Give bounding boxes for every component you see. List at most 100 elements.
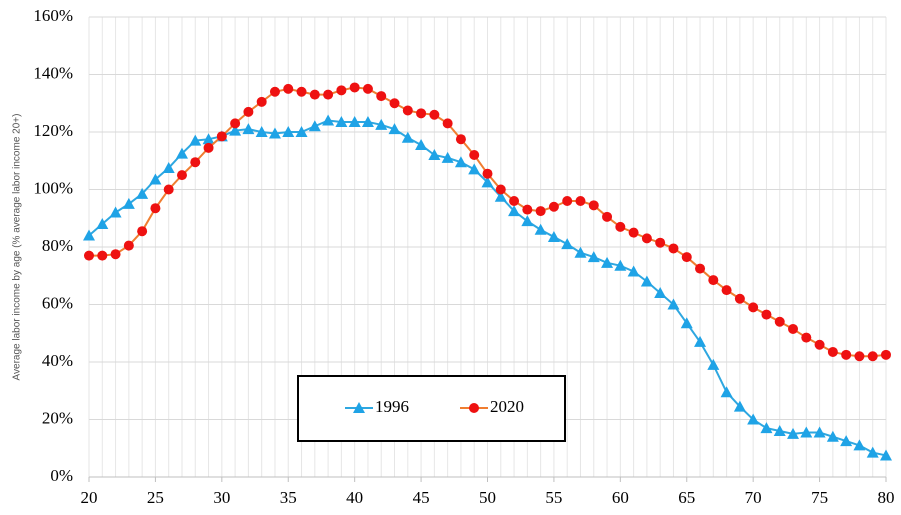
marker: [787, 427, 800, 439]
x-tick-label: 80: [878, 488, 895, 507]
marker: [694, 335, 707, 347]
marker: [109, 206, 122, 218]
marker: [175, 147, 188, 159]
marker: [150, 203, 161, 214]
marker: [495, 184, 506, 195]
marker: [800, 426, 813, 438]
marker: [813, 426, 826, 438]
marker: [163, 184, 174, 195]
x-tick-label: 25: [147, 488, 164, 507]
marker: [415, 138, 428, 150]
marker: [230, 118, 241, 129]
marker: [640, 275, 653, 287]
legend-label: 2020: [490, 397, 524, 416]
marker: [734, 293, 745, 304]
marker: [229, 124, 242, 136]
marker: [361, 115, 374, 127]
marker: [760, 422, 773, 434]
marker: [547, 230, 560, 242]
x-tick-label: 65: [678, 488, 695, 507]
y-axis-label: Average labor income by age (% average l…: [12, 114, 23, 381]
marker: [269, 86, 280, 97]
marker: [389, 98, 400, 109]
marker: [881, 349, 891, 360]
marker: [761, 309, 772, 320]
y-tick-label: 40%: [42, 351, 73, 370]
y-tick-label: 0%: [50, 466, 73, 485]
marker: [296, 86, 307, 97]
marker: [401, 131, 414, 143]
marker: [348, 115, 361, 127]
marker: [243, 106, 254, 117]
marker: [841, 349, 852, 360]
marker: [695, 263, 706, 274]
x-tick-label: 40: [346, 488, 363, 507]
marker: [575, 196, 586, 206]
marker: [854, 351, 865, 362]
y-tick-label: 120%: [33, 121, 73, 140]
x-tick-label: 50: [479, 488, 496, 507]
legend-marker: [353, 402, 365, 413]
marker: [720, 386, 733, 398]
marker: [481, 176, 494, 188]
marker: [561, 238, 574, 250]
marker: [708, 275, 719, 286]
marker: [801, 332, 812, 343]
marker: [814, 339, 825, 350]
marker: [84, 250, 94, 261]
marker: [866, 446, 879, 458]
marker: [853, 439, 866, 451]
marker: [388, 123, 401, 135]
marker: [707, 358, 720, 370]
marker: [308, 120, 321, 132]
marker: [216, 131, 227, 142]
marker: [189, 134, 202, 146]
y-tick-label: 100%: [33, 178, 73, 197]
marker: [469, 150, 480, 160]
marker: [788, 323, 799, 334]
marker: [733, 400, 746, 412]
marker: [83, 229, 95, 241]
marker: [190, 157, 201, 168]
marker: [97, 250, 108, 261]
y-tick-label: 80%: [42, 236, 73, 255]
marker: [721, 285, 732, 296]
marker: [309, 89, 320, 100]
x-tick-label: 60: [612, 488, 629, 507]
marker: [667, 298, 680, 310]
x-tick-label: 20: [81, 488, 98, 507]
x-tick-label: 70: [745, 488, 762, 507]
marker: [96, 218, 109, 229]
marker: [123, 240, 134, 251]
marker: [548, 201, 559, 212]
marker: [429, 109, 440, 120]
marker: [654, 287, 667, 298]
marker: [562, 196, 573, 206]
marker: [176, 170, 187, 181]
marker: [509, 196, 520, 206]
marker: [641, 233, 652, 244]
marker: [122, 197, 135, 209]
marker: [522, 204, 533, 215]
marker: [880, 449, 892, 461]
marker: [442, 118, 453, 129]
marker: [587, 251, 600, 263]
marker: [455, 134, 466, 145]
marker: [535, 206, 546, 217]
marker: [867, 351, 878, 362]
marker: [534, 223, 547, 235]
marker: [521, 215, 534, 227]
marker: [242, 123, 255, 135]
marker: [202, 133, 215, 145]
y-tick-label: 20%: [42, 408, 73, 427]
marker: [840, 435, 853, 447]
marker: [454, 156, 467, 168]
marker: [136, 187, 149, 199]
marker: [295, 126, 308, 137]
marker: [256, 96, 267, 107]
x-tick-label: 35: [280, 488, 297, 507]
marker: [335, 115, 348, 127]
x-tick-label: 55: [545, 488, 562, 507]
marker: [826, 430, 839, 442]
